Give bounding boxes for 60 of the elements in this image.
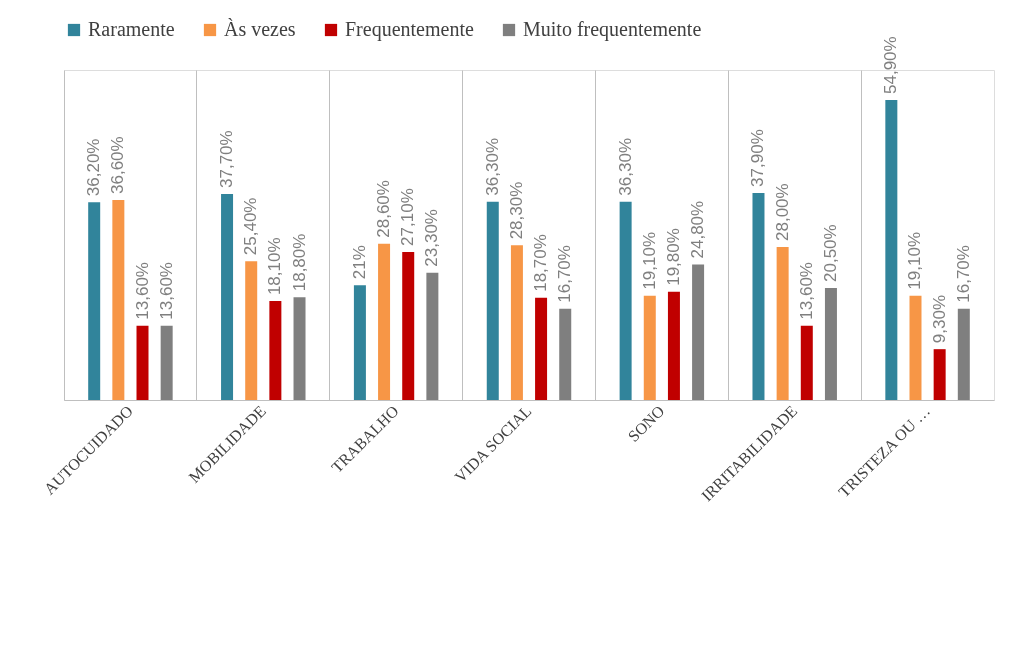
data-label: 18,80% (289, 233, 309, 292)
legend-label: Raramente (88, 18, 175, 40)
bar (692, 264, 705, 400)
bar (559, 308, 572, 400)
legend-label: Às vezes (224, 18, 296, 40)
data-label: 16,70% (953, 245, 973, 303)
data-label: 13,60% (796, 262, 816, 320)
bar (909, 295, 922, 400)
bar (957, 308, 970, 400)
data-label: 28,00% (772, 183, 792, 241)
bar (933, 349, 946, 400)
data-label: 37,90% (748, 129, 768, 187)
bar (136, 325, 149, 400)
bar (752, 192, 765, 400)
data-label: 13,60% (156, 262, 176, 320)
data-label: 37,70% (217, 130, 237, 188)
bar (800, 325, 813, 400)
bar (378, 243, 391, 400)
data-label: 28,60% (374, 180, 394, 238)
bar (88, 202, 101, 400)
data-label: 18,10% (265, 237, 285, 296)
data-label: 19,10% (639, 231, 659, 290)
bar (402, 251, 415, 400)
bar (160, 325, 173, 400)
bar (112, 200, 125, 400)
data-label: 28,30% (506, 181, 526, 240)
bar (667, 291, 680, 400)
data-label: 54,90% (881, 36, 901, 94)
bar (619, 201, 632, 400)
data-label: 9,30% (929, 294, 949, 344)
bar (535, 297, 548, 400)
data-label: 36,30% (482, 137, 502, 196)
data-label: 19,80% (663, 228, 683, 286)
bar (245, 261, 258, 400)
bar (776, 246, 789, 400)
data-label: 25,40% (241, 197, 261, 256)
bar (486, 201, 499, 400)
data-label: 27,10% (398, 188, 418, 246)
bar (824, 287, 837, 400)
data-label: 36,20% (84, 138, 104, 197)
legend-label: Frequentemente (345, 18, 474, 41)
data-label: 19,10% (905, 231, 925, 290)
bar (269, 301, 282, 400)
data-label: 36,30% (615, 137, 635, 196)
bar (643, 295, 656, 400)
data-label: 13,60% (132, 262, 152, 320)
bar (221, 193, 234, 400)
data-label: 18,70% (531, 234, 551, 292)
bar (353, 285, 366, 400)
data-label: 36,60% (108, 136, 128, 194)
data-label: 23,30% (422, 209, 442, 267)
data-label: 21% (349, 245, 369, 280)
bar (885, 100, 898, 400)
data-label: 20,50% (820, 224, 840, 282)
data-label: 16,70% (555, 245, 575, 303)
bar (426, 272, 439, 400)
data-label: 24,80% (688, 200, 708, 259)
bar (293, 297, 306, 400)
legend-label: Muito frequentemente (523, 18, 702, 41)
bar (510, 245, 523, 400)
